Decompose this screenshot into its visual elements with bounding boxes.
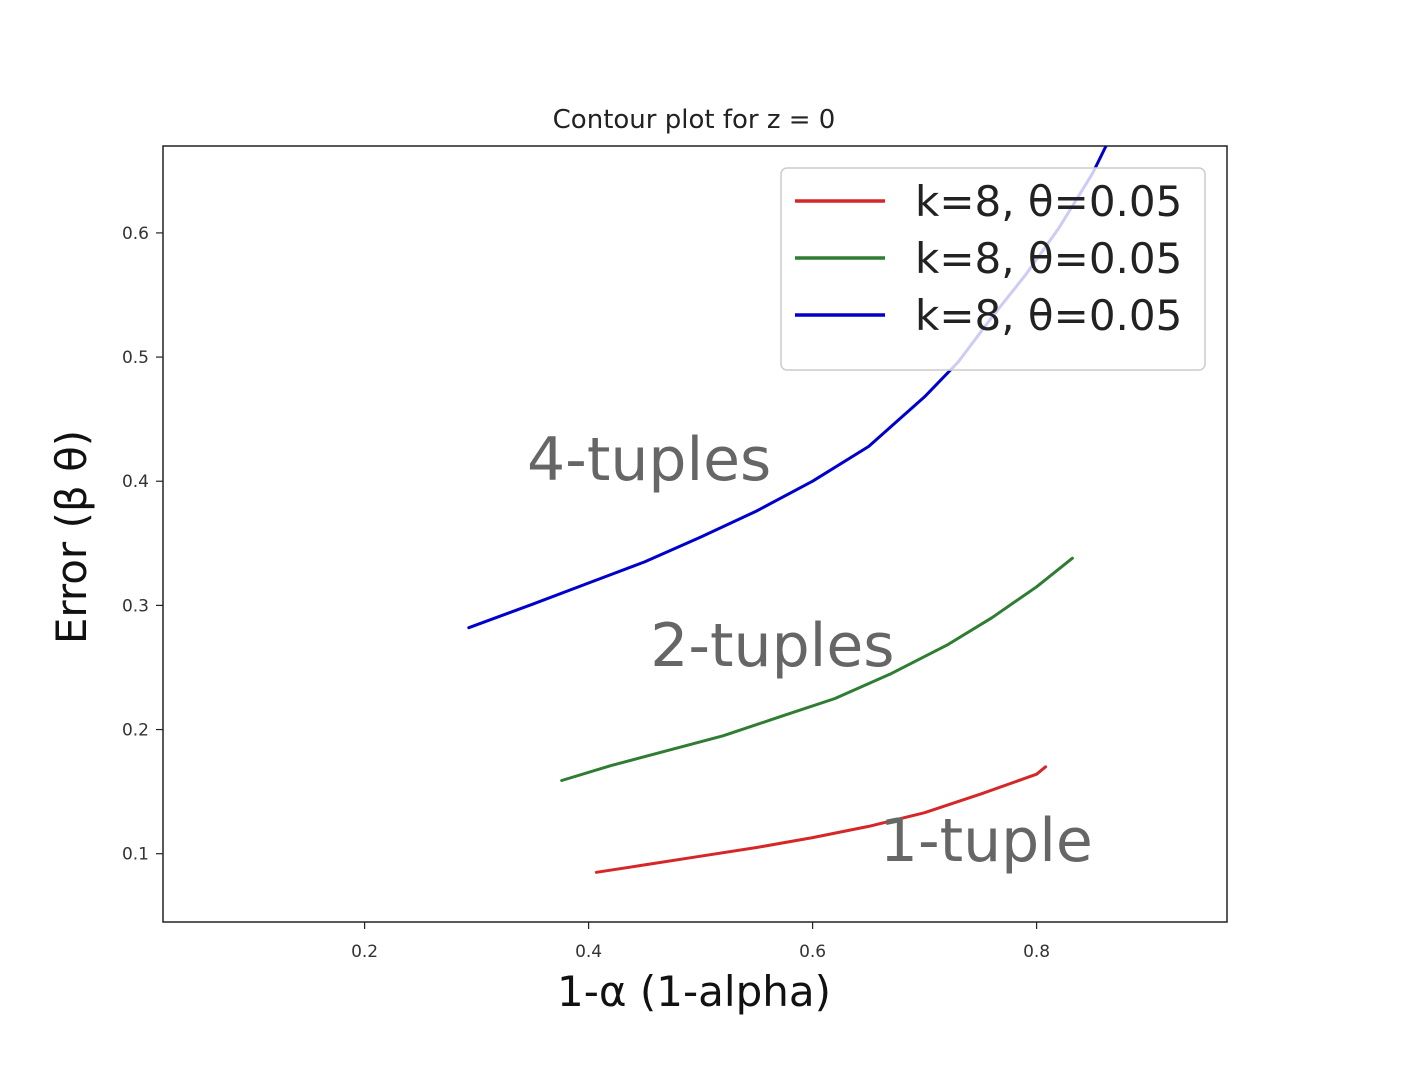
y-tick-label: 0.1	[122, 845, 149, 865]
annotation-label: 1-tuple	[880, 806, 1093, 876]
annotation-label: 4-tuples	[527, 425, 771, 495]
x-tick-label: 0.8	[1023, 942, 1050, 962]
y-tick-label: 0.5	[122, 348, 149, 368]
x-tick-label: 0.6	[799, 942, 826, 962]
y-tick-label: 0.2	[122, 721, 149, 741]
chart-title: Contour plot for z = 0	[553, 105, 836, 135]
x-axis-ticks: 0.2 0.4 0.6 0.8	[351, 922, 1050, 962]
series-line-1	[594, 765, 1048, 874]
legend-box	[780, 167, 1206, 371]
curve-annotations: 1-tuple 2-tuples 4-tuples	[527, 425, 1093, 876]
legend-label: k=8, θ=0.05	[915, 177, 1182, 226]
legend-label: k=8, θ=0.05	[915, 234, 1182, 283]
annotation-label: 2-tuples	[650, 611, 894, 681]
y-axis-label: Error (β θ)	[47, 430, 96, 644]
legend-label: k=8, θ=0.05	[915, 291, 1182, 340]
y-axis-ticks: 0.1 0.2 0.3 0.4 0.5 0.6	[122, 224, 163, 865]
x-tick-label: 0.4	[575, 942, 602, 962]
series-line-2	[560, 556, 1074, 782]
x-tick-label: 0.2	[351, 942, 378, 962]
legend-items: k=8, θ=0.05 k=8, θ=0.05 k=8, θ=0.05	[795, 177, 1182, 340]
legend: k=8, θ=0.05 k=8, θ=0.05 k=8, θ=0.05	[780, 167, 1206, 371]
y-tick-label: 0.3	[122, 596, 149, 616]
y-tick-label: 0.6	[122, 224, 149, 244]
y-tick-label: 0.4	[122, 472, 149, 492]
x-axis-label: 1-α (1-alpha)	[557, 967, 831, 1016]
